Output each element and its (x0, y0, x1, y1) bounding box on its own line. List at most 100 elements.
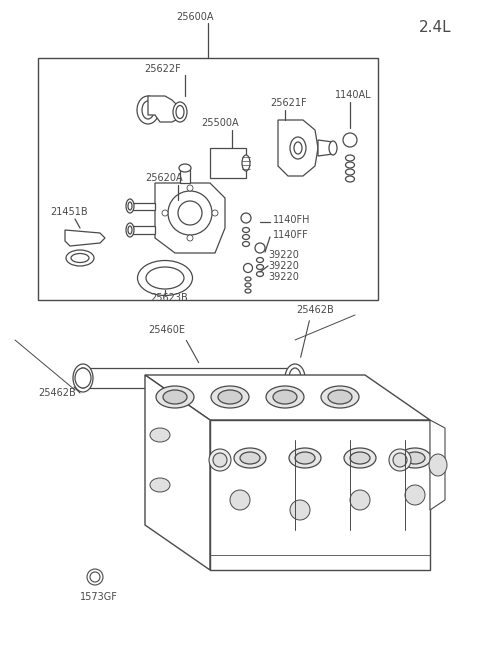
Text: 25622F: 25622F (144, 64, 181, 74)
Polygon shape (210, 420, 430, 570)
Circle shape (178, 201, 202, 225)
Polygon shape (180, 168, 190, 183)
Ellipse shape (137, 261, 192, 295)
Ellipse shape (126, 223, 134, 237)
Ellipse shape (289, 448, 321, 468)
Ellipse shape (179, 164, 191, 172)
Text: 21451B: 21451B (50, 207, 88, 217)
Text: 25621F: 25621F (270, 98, 307, 108)
Polygon shape (278, 120, 318, 176)
Ellipse shape (128, 202, 132, 210)
Text: 25462B: 25462B (296, 305, 334, 315)
Ellipse shape (211, 386, 249, 408)
Ellipse shape (346, 176, 355, 182)
Ellipse shape (256, 257, 264, 263)
Ellipse shape (321, 386, 359, 408)
Text: 39220: 39220 (268, 250, 299, 260)
Ellipse shape (245, 277, 251, 281)
Ellipse shape (150, 478, 170, 492)
Ellipse shape (234, 448, 266, 468)
Ellipse shape (242, 155, 250, 171)
Text: 39220: 39220 (268, 261, 299, 271)
Ellipse shape (137, 96, 159, 124)
Ellipse shape (213, 453, 227, 467)
Polygon shape (210, 148, 246, 178)
Ellipse shape (126, 199, 134, 213)
Ellipse shape (142, 101, 154, 119)
Ellipse shape (243, 263, 252, 272)
Ellipse shape (285, 364, 305, 392)
Circle shape (187, 235, 193, 241)
Circle shape (87, 569, 103, 585)
Ellipse shape (245, 289, 251, 293)
Ellipse shape (73, 364, 93, 392)
Ellipse shape (295, 452, 315, 464)
Ellipse shape (289, 368, 301, 388)
Text: 25500A: 25500A (201, 118, 239, 128)
Polygon shape (148, 96, 180, 122)
Ellipse shape (256, 272, 264, 276)
Circle shape (212, 210, 218, 216)
Ellipse shape (328, 390, 352, 404)
Ellipse shape (242, 242, 250, 246)
Circle shape (90, 572, 100, 582)
Ellipse shape (245, 283, 251, 287)
Ellipse shape (173, 102, 187, 122)
Ellipse shape (273, 390, 297, 404)
Polygon shape (65, 230, 105, 246)
Ellipse shape (294, 142, 302, 154)
Text: 2.4L: 2.4L (419, 20, 451, 35)
Ellipse shape (350, 452, 370, 464)
Bar (38, 58, 378, 300)
Polygon shape (83, 368, 295, 388)
Ellipse shape (241, 213, 251, 223)
Text: 1573GF: 1573GF (80, 592, 118, 602)
Polygon shape (130, 203, 155, 210)
Ellipse shape (266, 386, 304, 408)
Polygon shape (155, 183, 225, 253)
Ellipse shape (346, 155, 355, 161)
Ellipse shape (344, 448, 376, 468)
Circle shape (187, 185, 193, 191)
Ellipse shape (163, 390, 187, 404)
Ellipse shape (256, 265, 264, 269)
Polygon shape (145, 375, 210, 570)
Ellipse shape (242, 227, 250, 233)
Circle shape (230, 490, 250, 510)
Ellipse shape (128, 226, 132, 234)
Ellipse shape (343, 133, 357, 147)
Ellipse shape (429, 454, 447, 476)
Ellipse shape (209, 449, 231, 471)
Ellipse shape (346, 162, 355, 168)
Text: 1140AL: 1140AL (335, 90, 372, 100)
Ellipse shape (399, 448, 431, 468)
Text: 1140FF: 1140FF (273, 230, 309, 240)
Text: 25462B: 25462B (38, 388, 76, 398)
Ellipse shape (405, 452, 425, 464)
Text: 25600A: 25600A (176, 12, 214, 22)
Ellipse shape (77, 368, 89, 388)
Text: 25460E: 25460E (148, 325, 185, 335)
Text: 1140FH: 1140FH (273, 215, 311, 225)
Circle shape (350, 490, 370, 510)
Ellipse shape (66, 250, 94, 266)
Circle shape (162, 210, 168, 216)
Circle shape (290, 500, 310, 520)
Ellipse shape (150, 428, 170, 442)
Ellipse shape (156, 386, 194, 408)
Ellipse shape (240, 452, 260, 464)
Ellipse shape (176, 105, 184, 119)
Circle shape (168, 191, 212, 235)
Ellipse shape (255, 243, 265, 253)
Ellipse shape (393, 453, 407, 467)
Ellipse shape (146, 267, 184, 289)
Text: 25620A: 25620A (145, 173, 182, 183)
Polygon shape (430, 420, 445, 510)
Ellipse shape (75, 368, 91, 388)
Ellipse shape (346, 169, 355, 175)
Polygon shape (130, 226, 155, 234)
Ellipse shape (242, 234, 250, 240)
Ellipse shape (71, 253, 89, 263)
Text: 39220: 39220 (268, 272, 299, 282)
Ellipse shape (290, 137, 306, 159)
